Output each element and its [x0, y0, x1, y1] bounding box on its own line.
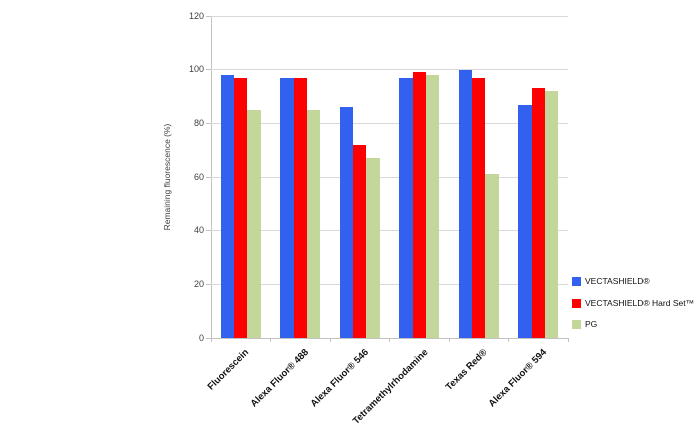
- legend-label: PG: [585, 319, 598, 329]
- bar: [293, 77, 307, 338]
- legend-swatch: [572, 277, 581, 286]
- y-tick-label: 120: [188, 10, 204, 21]
- x-category-label: Fluorescein: [206, 347, 252, 393]
- x-tick-mark: [270, 338, 271, 342]
- legend: VECTASHIELD® VECTASHIELD® Hard Set™ PG: [572, 277, 694, 342]
- legend-label: VECTASHIELD®: [585, 276, 650, 286]
- gridline: [211, 69, 568, 71]
- legend-item: PG: [572, 320, 694, 329]
- x-category-label: Alexa Fluor® 594: [486, 347, 550, 410]
- bar: [220, 75, 235, 338]
- bar: [425, 75, 440, 338]
- y-tick-label: 40: [193, 225, 204, 236]
- y-tick-mark: [206, 337, 211, 339]
- legend-item: VECTASHIELD®: [572, 277, 694, 286]
- bar: [247, 109, 261, 338]
- bar: [234, 77, 248, 338]
- bar: [339, 107, 354, 338]
- gridline: [211, 176, 568, 178]
- y-axis-title: Remaining fluorescence (%): [162, 123, 172, 231]
- legend-swatch: [572, 298, 581, 308]
- gridline: [211, 122, 568, 124]
- y-tick-mark: [206, 15, 211, 17]
- legend-swatch: [572, 320, 581, 329]
- x-tick-mark: [210, 338, 212, 342]
- gridline: [211, 15, 568, 17]
- gridline: [211, 283, 568, 285]
- y-tick-mark: [206, 283, 211, 285]
- y-tick-mark: [206, 69, 211, 71]
- y-tick-mark: [206, 122, 211, 124]
- bar: [485, 174, 499, 338]
- bar: [544, 91, 559, 338]
- x-category-label: Alexa Fluor® 546: [308, 347, 371, 410]
- y-tick-label: 100: [188, 64, 204, 75]
- x-tick-mark: [567, 338, 569, 342]
- y-tick-mark: [206, 176, 211, 178]
- plot-area: [211, 15, 568, 339]
- bar: [518, 104, 532, 338]
- bar: [399, 77, 413, 338]
- y-tick-mark: [206, 230, 211, 232]
- gridline: [211, 230, 568, 232]
- x-tick-mark: [389, 338, 390, 342]
- bar: [531, 88, 545, 338]
- x-category-label: Alexa Fluor® 488: [248, 347, 312, 410]
- legend-item: VECTASHIELD® Hard Set™: [572, 297, 695, 308]
- bar: [458, 69, 473, 338]
- x-tick-mark: [329, 338, 331, 342]
- bar: [306, 109, 321, 338]
- bar: [353, 144, 367, 338]
- y-tick-label: 0: [198, 332, 204, 343]
- bar: [412, 72, 426, 338]
- legend-label: VECTASHIELD® Hard Set™: [585, 297, 695, 308]
- bar: [280, 77, 294, 338]
- x-tick-mark: [448, 338, 450, 342]
- x-category-label: Texas Red®: [443, 347, 490, 393]
- y-tick-label: 80: [193, 117, 204, 128]
- bar: [472, 77, 486, 338]
- y-tick-label: 60: [193, 171, 204, 182]
- bar: [366, 158, 380, 338]
- x-tick-mark: [508, 338, 509, 342]
- y-tick-label: 20: [193, 278, 204, 289]
